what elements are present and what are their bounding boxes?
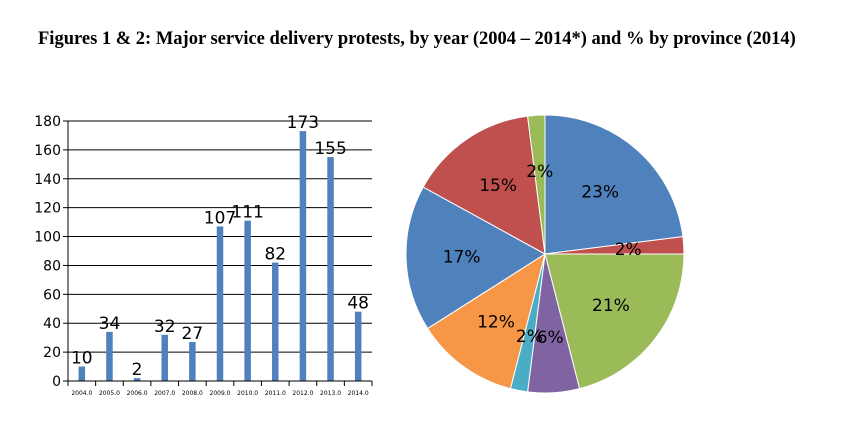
bar-y-tick-label: 160 <box>34 143 61 159</box>
bar-y-tick-label: 180 <box>34 114 61 130</box>
pie-slices <box>405 114 685 394</box>
pie-label: 2% <box>516 327 543 347</box>
bar <box>244 220 251 381</box>
bar <box>272 262 279 381</box>
pie-label: 12% <box>477 312 515 332</box>
pie-label: 2% <box>615 240 642 260</box>
bar-y-tick-label: 80 <box>43 258 61 274</box>
pie-slice <box>426 252 546 390</box>
pie-label: 21% <box>592 296 630 316</box>
bar-x-tick-label: 2014.0 <box>348 390 369 397</box>
bar-data-label: 27 <box>182 324 204 344</box>
bar-x-tick-labels: 2004.0 2005.0 2006.0 2007.0 2008.0 2009.0 2010… <box>71 390 369 397</box>
bar-chart: 0 20 40 60 80 100 120 140 160 180 10 34 2 32 27 107111… <box>34 113 373 397</box>
pie-label: 17% <box>443 248 481 268</box>
bar-y-tick-labels: 0 20 40 60 80 100 120 140 160 180 <box>34 114 61 390</box>
pie-slice <box>405 186 546 330</box>
bar-x-tick-label: 2012.0 <box>292 390 313 397</box>
bar-x-tick-label: 2007.0 <box>154 390 175 397</box>
bar-axes <box>63 120 373 386</box>
bar-y-tick-label: 60 <box>43 287 61 303</box>
bar <box>189 342 196 381</box>
bar <box>106 331 113 381</box>
bar <box>216 226 224 381</box>
bar-data-label: 82 <box>264 245 286 265</box>
bar <box>299 131 307 381</box>
bar-data-label: 173 <box>287 113 319 133</box>
bar-y-tick-label: 0 <box>52 374 61 390</box>
bar-x-tick-label: 2010.0 <box>237 390 258 397</box>
bar-data-label: 34 <box>99 314 121 334</box>
bar <box>133 378 141 381</box>
bar-series <box>78 131 362 381</box>
pie-slice <box>544 114 684 255</box>
bar-data-label: 32 <box>154 317 176 337</box>
pie-slice <box>527 114 546 255</box>
bar-data-label: 10 <box>71 349 93 369</box>
bar-y-tick-label: 100 <box>34 230 61 246</box>
bar-data-label: 155 <box>314 139 346 159</box>
bar-y-tick-label: 40 <box>43 316 61 332</box>
bar-data-label: 107 <box>204 208 236 228</box>
pie-label: 15% <box>479 176 517 196</box>
bar-y-tick-label: 20 <box>43 345 61 361</box>
bar-x-tick-label: 2004.0 <box>71 390 92 397</box>
pie-label: 2% <box>526 162 553 182</box>
bar-x-tick-label: 2005.0 <box>99 390 120 397</box>
bar <box>327 157 334 381</box>
bar-x-tick-label: 2011.0 <box>265 390 286 397</box>
pie-chart: 23%2%21%6%2%12%17%15%2% <box>405 114 685 394</box>
bar-x-tick-label: 2013.0 <box>320 390 341 397</box>
bar-data-label: 111 <box>231 203 263 223</box>
figure-title: Figures 1 & 2: Major service delivery pr… <box>38 29 796 49</box>
bar <box>161 334 168 381</box>
pie-slice <box>422 115 546 255</box>
bar-x-tick-label: 2006.0 <box>127 390 148 397</box>
bar-x-tick-label: 2008.0 <box>182 390 203 397</box>
bar-data-label: 2 <box>132 360 143 380</box>
bar-x-tick-label: 2009.0 <box>210 390 231 397</box>
bar-data-label: 48 <box>347 294 369 314</box>
pie-slice <box>544 253 685 390</box>
bar <box>354 311 362 381</box>
bar-y-tick-label: 140 <box>34 172 61 188</box>
pie-labels: 23%2%21%6%2%12%17%15%2% <box>443 162 642 348</box>
bar <box>78 366 86 381</box>
pie-label: 6% <box>537 328 564 348</box>
bar-y-tick-label: 120 <box>34 201 61 217</box>
pie-label: 23% <box>581 182 619 202</box>
